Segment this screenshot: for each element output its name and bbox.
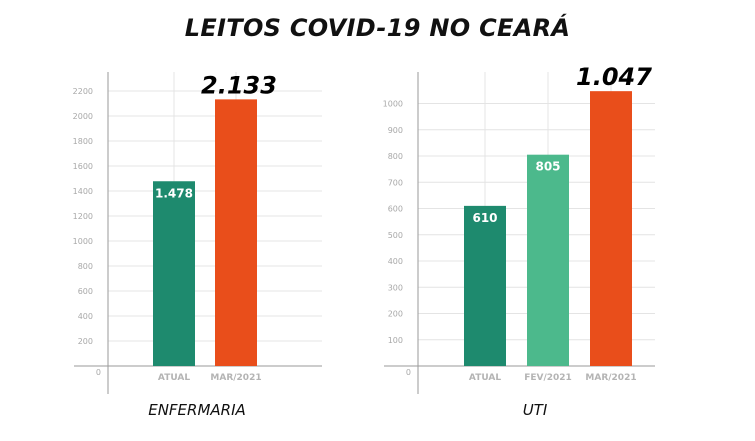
category-label: FEV/2021: [524, 373, 572, 383]
y-tick-label: 900: [388, 126, 403, 135]
bar: [153, 181, 195, 366]
y-tick-label: 400: [78, 312, 93, 321]
y-tick-label: 300: [388, 283, 403, 292]
y-tick-label: 500: [388, 231, 403, 240]
chart-panel-1: 100 200 300 400 500 600 700 800 900 1000 0 610 ATUAL…: [383, 63, 655, 419]
y-tick-label: 1400: [73, 187, 93, 196]
data-label: 610: [472, 211, 497, 225]
y-tick-label: 600: [388, 205, 403, 214]
data-label: 805: [535, 160, 560, 174]
panel-title: UTI: [523, 401, 548, 419]
y-tick-label: 1000: [73, 237, 93, 246]
y-tick-label: 0: [96, 368, 101, 377]
bar: [527, 154, 569, 366]
data-label: 2.133: [201, 71, 277, 99]
category-label: ATUAL: [469, 373, 501, 383]
y-tick-label: 200: [78, 337, 93, 346]
y-tick-label: 1200: [73, 212, 93, 221]
chart-panel-0: 200 400 600 800 1000 1200 1400 1600 1800 2000 2200…: [73, 71, 322, 419]
y-tick-label: 0: [406, 368, 411, 377]
data-label: 1.478: [155, 186, 193, 200]
category-label: ATUAL: [158, 373, 190, 383]
y-tick-label: 800: [78, 262, 93, 271]
y-tick-label: 1000: [383, 100, 403, 109]
y-tick-label: 600: [78, 287, 93, 296]
y-tick-label: 100: [388, 336, 403, 345]
y-tick-label: 1600: [73, 162, 93, 171]
y-tick-label: 200: [388, 310, 403, 319]
chart-title: LEITOS COVID-19 NO CEARÁ: [184, 14, 571, 42]
category-label: MAR/2021: [210, 373, 261, 383]
panel-title: ENFERMARIA: [148, 401, 246, 419]
bar: [464, 205, 506, 366]
y-tick-label: 1800: [73, 137, 93, 146]
y-tick-label: 800: [388, 152, 403, 161]
bar: [590, 91, 632, 366]
y-tick-label: 400: [388, 257, 403, 266]
y-tick-label: 700: [388, 178, 403, 187]
bar: [215, 99, 257, 366]
data-label: 1.047: [576, 63, 652, 91]
y-tick-label: 2000: [73, 112, 93, 121]
y-tick-label: 2200: [73, 87, 93, 96]
category-label: MAR/2021: [585, 373, 636, 383]
